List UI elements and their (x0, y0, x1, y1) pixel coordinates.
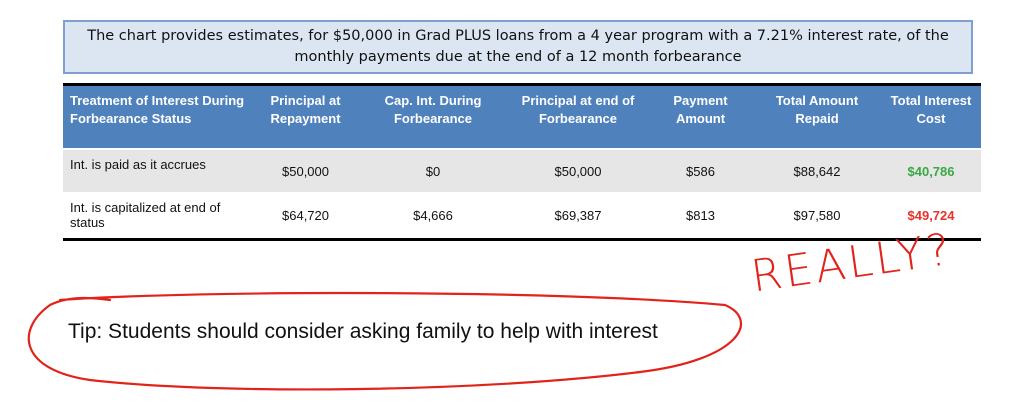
cell-interest-cost: $40,786 (907, 163, 955, 179)
header-principal-repayment: Principal at Repayment (270, 93, 341, 126)
cell: $0 (425, 163, 441, 179)
cell: $813 (686, 207, 715, 223)
header-treatment: Treatment of Interest During Forbearance… (70, 93, 245, 126)
header-total-repaid: Total Amount Repaid (775, 93, 859, 126)
cell: $64,720 (282, 207, 329, 223)
tip-text: Tip: Students should consider asking fam… (68, 320, 658, 343)
loan-comparison-table: Treatment of Interest During Forbearance… (63, 83, 981, 241)
cell: $97,580 (793, 207, 841, 223)
cell-treatment: Int. is capitalized at end of status (70, 200, 221, 230)
table-row: Int. is capitalized at end of status $64… (63, 192, 981, 238)
table-row: Int. is paid as it accrues $50,000 $0 $5… (63, 150, 981, 192)
cell: $69,387 (554, 207, 602, 223)
cell-treatment: Int. is paid as it accrues (70, 157, 206, 172)
header-payment: Payment Amount (673, 93, 728, 126)
cell: $88,642 (793, 163, 841, 179)
cell-interest-cost: $49,724 (907, 207, 955, 223)
cell: $50,000 (282, 163, 329, 179)
header-cap-interest: Cap. Int. During Forbearance (384, 93, 482, 126)
header-total-interest: Total Interest Cost (890, 93, 972, 126)
cell: $586 (686, 163, 715, 179)
chart-caption: The chart provides estimates, for $50,00… (63, 20, 973, 74)
table-header: Treatment of Interest During Forbearance… (63, 86, 981, 150)
header-principal-end: Principal at end of Forbearance (521, 93, 635, 126)
cell: $4,666 (413, 207, 453, 223)
cell: $50,000 (554, 163, 602, 179)
